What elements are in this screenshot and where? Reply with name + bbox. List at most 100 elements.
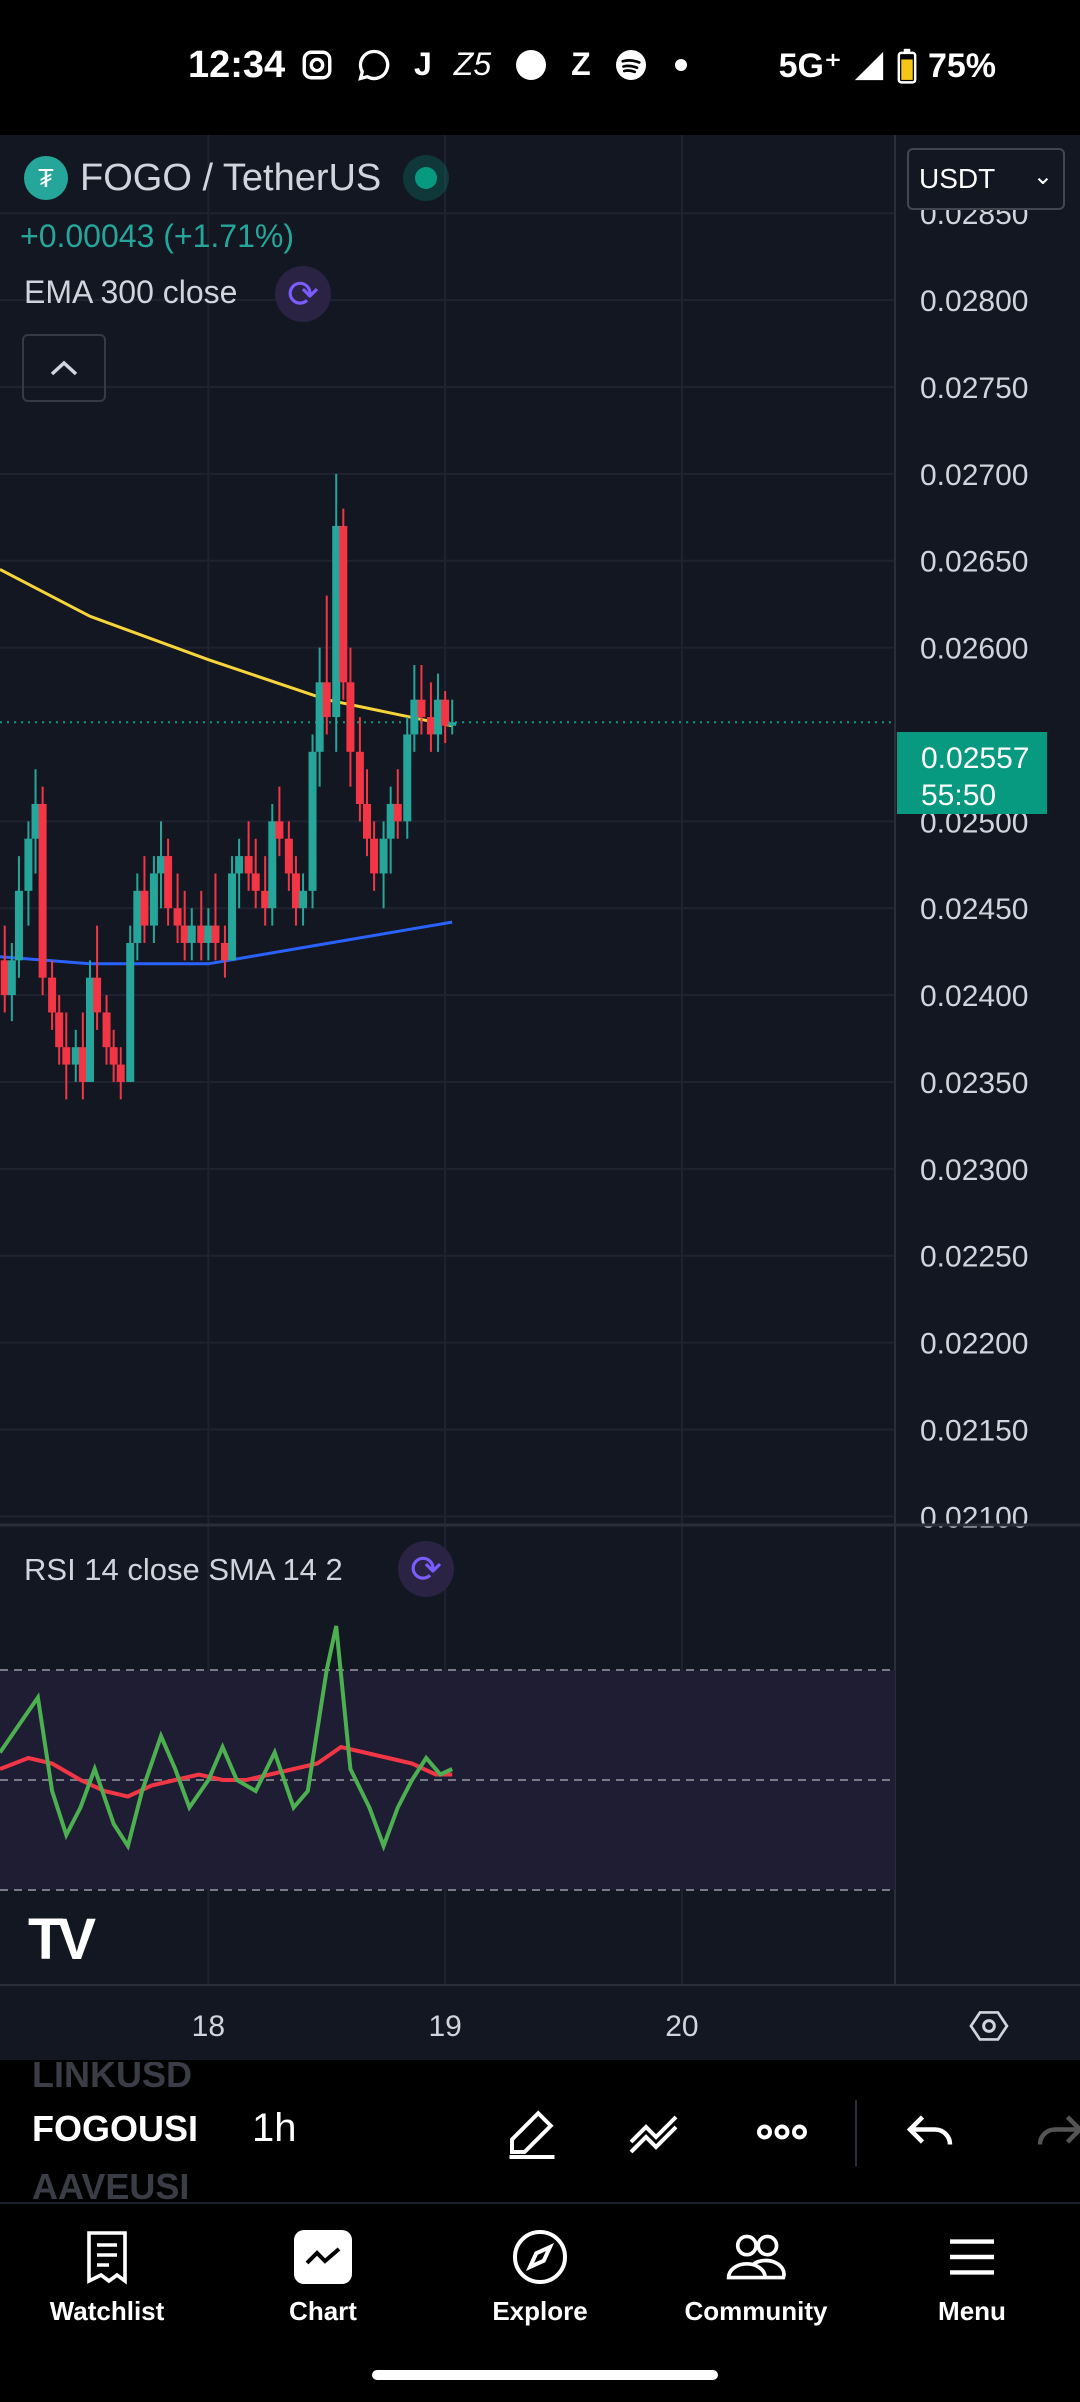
y-tick-label: 0.02650: [920, 546, 1028, 579]
next-ticker[interactable]: AAVEUSI: [32, 2166, 190, 2202]
y-tick-label: 0.02250: [920, 1241, 1028, 1274]
ema-indicator-label[interactable]: EMA 300 close: [24, 274, 238, 310]
rsi-loading-icon: ⟳: [398, 1541, 454, 1597]
candle-body: [71, 1047, 80, 1065]
rsi-line: [0, 1625, 454, 1852]
chart-settings-icon[interactable]: [969, 2006, 1009, 2046]
bar-countdown: 55:50: [921, 779, 997, 812]
signal-icon: [854, 51, 884, 81]
symbol-header[interactable]: ₮ FOGO / TetherUS: [24, 156, 438, 200]
nav-menu[interactable]: Menu: [882, 2224, 1062, 2327]
nav-chart[interactable]: Chart: [233, 2224, 413, 2327]
candle-body: [157, 856, 166, 874]
candle-body: [38, 803, 47, 978]
y-tick-label: 0.02450: [920, 893, 1028, 926]
candle-body: [24, 838, 33, 891]
candle-body: [109, 1047, 118, 1065]
candle-body: [228, 873, 237, 961]
candle-body: [441, 699, 450, 726]
candle-body: [197, 925, 206, 943]
candle-body: [291, 873, 300, 909]
candle-body: [31, 803, 40, 839]
nav-explore[interactable]: Explore: [450, 2224, 630, 2327]
draw-pen-icon[interactable]: [502, 2102, 562, 2162]
more-options-icon[interactable]: [752, 2102, 812, 2162]
nav-label: Menu: [938, 2296, 1006, 2326]
ema300-line: [0, 568, 453, 728]
candle-body: [211, 925, 220, 943]
candle-body: [251, 873, 260, 891]
last-price-tag: 0.02557 55:50: [897, 732, 1047, 814]
tether-coin-icon: ₮: [24, 156, 68, 200]
z-icon: Z: [571, 46, 591, 82]
candle-body: [85, 977, 94, 1082]
spotify-icon: [615, 49, 646, 80]
nav-label: Explore: [492, 2296, 588, 2326]
current-ticker[interactable]: FOGOUSI: [32, 2108, 199, 2149]
candle-body: [403, 734, 412, 822]
candle-body: [48, 977, 57, 1013]
candle-body: [235, 856, 244, 874]
candle-body: [102, 1012, 111, 1048]
candle-body: [346, 682, 355, 752]
indicators-icon[interactable]: [626, 2102, 686, 2162]
y-tick-label: 0.02800: [920, 285, 1028, 318]
candle-body: [7, 960, 16, 996]
home-indicator[interactable]: [372, 2370, 718, 2380]
candle-body: [0, 960, 9, 996]
candle-body: [308, 751, 317, 891]
battery-level: 75%: [927, 46, 996, 85]
watchlist-icon: [87, 2231, 127, 2285]
status-system-icons: 5G⁺ 75%: [779, 46, 996, 86]
currency-value: USDT: [919, 163, 996, 194]
candle-body: [426, 717, 435, 735]
bottom-navigation: Watchlist Chart Explore Community Menu: [0, 2202, 1080, 2402]
chevron-down-icon: ⌄: [1032, 163, 1053, 190]
candle-body: [417, 699, 426, 718]
undo-icon[interactable]: [900, 2102, 960, 2162]
nav-label: Chart: [289, 2296, 357, 2326]
rsi-indicator-label[interactable]: RSI 14 close SMA 14 2: [24, 1552, 343, 1587]
candle-body: [284, 838, 293, 874]
candle-body: [180, 925, 189, 943]
candle-body: [332, 525, 341, 718]
status-time: 12:34: [188, 44, 286, 86]
symbol-name[interactable]: FOGO / TetherUS: [80, 156, 382, 199]
price-change: +0.00043 (+1.71%): [20, 218, 294, 254]
tradingview-logo: TV: [28, 1907, 96, 1972]
candle-body: [187, 925, 196, 943]
candle-body: [133, 890, 142, 943]
collapse-legend-button[interactable]: [22, 334, 106, 402]
y-tick-label: 0.02150: [920, 1414, 1028, 1447]
candle-body: [244, 856, 253, 874]
x-tick-label: 18: [192, 2010, 225, 2043]
redo-icon[interactable]: [1030, 2102, 1080, 2162]
candle-body: [299, 890, 308, 909]
prev-ticker[interactable]: LINKUSD: [32, 2062, 192, 2095]
currency-select[interactable]: USDT ⌄: [907, 148, 1065, 210]
chart-canvas[interactable]: 0.028500.028000.027500.027000.026500.026…: [0, 0, 1080, 2062]
status-bar: 12:34 J Z5 Z 5G⁺ 75%: [0, 0, 1080, 135]
candle-body: [78, 1047, 87, 1082]
nav-label: Watchlist: [49, 2296, 165, 2326]
candle-body: [355, 751, 364, 804]
nav-watchlist[interactable]: Watchlist: [17, 2224, 197, 2327]
x-tick-label: 20: [665, 2010, 698, 2043]
ema-loading-icon: ⟳: [275, 266, 331, 322]
candle-body: [55, 1012, 64, 1048]
candle-body: [268, 821, 277, 909]
interval-button[interactable]: 1h: [252, 2106, 297, 2150]
dot-icon: [674, 58, 687, 71]
menu-icon: [950, 2239, 994, 2275]
candle-body: [149, 873, 158, 926]
network-type: 5G⁺: [778, 47, 842, 85]
battery-icon: [897, 48, 917, 84]
market-open-icon: [415, 167, 438, 189]
y-tick-label: 0.02100: [920, 1501, 1028, 1534]
candle-body: [140, 890, 149, 926]
nav-community[interactable]: Community: [666, 2224, 846, 2327]
y-tick-label: 0.02600: [920, 633, 1028, 666]
candle-body: [116, 1064, 125, 1082]
candle-body: [275, 821, 284, 839]
candle-body: [410, 699, 419, 735]
